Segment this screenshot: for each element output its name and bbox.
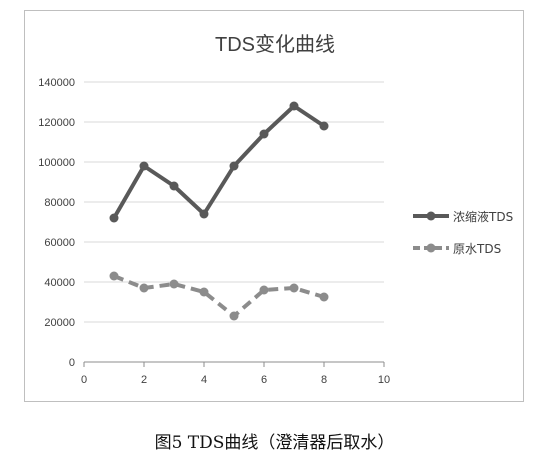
chart-frame: TDS变化曲线 0 20000 40000 60000 80000 100000 12000… [24,10,524,402]
x-tick-label: 0 [81,374,87,386]
y-tick-label: 120000 [38,117,75,129]
data-point-raw-water-tds [109,271,119,281]
x-tick-label: 6 [261,374,267,386]
data-point-concentrate-tds [229,161,239,171]
y-tick-label: 60000 [44,237,75,249]
data-point-concentrate-tds [169,181,179,191]
data-point-concentrate-tds [289,101,299,111]
y-tick-label: 20000 [44,317,75,329]
figure-caption: 图5 TDS曲线（澄清器后取水） [154,433,395,453]
line-chart: TDS变化曲线 0 20000 40000 60000 80000 100000 12000… [38,33,513,386]
y-tick-label: 40000 [44,277,75,289]
data-point-raw-water-tds [199,287,209,297]
data-point-concentrate-tds [319,121,329,131]
data-point-concentrate-tds [199,209,209,219]
data-point-concentrate-tds [139,161,149,171]
legend-marker-concentrate-tds [426,211,436,221]
data-point-raw-water-tds [229,311,239,321]
x-tick-label: 2 [141,374,147,386]
data-point-raw-water-tds [289,283,299,293]
y-tick-label: 100000 [38,157,75,169]
series-group [109,101,329,321]
data-point-raw-water-tds [169,279,179,289]
data-point-raw-water-tds [139,283,149,293]
data-point-raw-water-tds [259,285,269,295]
y-tick-label: 0 [69,357,75,369]
x-tick-label: 4 [201,374,207,386]
series-line-raw-water-tds [113,274,325,318]
legend: 浓缩液TDS 原水TDS [413,209,513,256]
legend-label-raw-water-tds: 原水TDS [453,242,501,256]
data-point-concentrate-tds [109,213,119,223]
data-point-concentrate-tds [259,129,269,139]
axes: 0 20000 40000 60000 80000 100000 120000 140000 0… [38,77,390,386]
legend-label-concentrate-tds: 浓缩液TDS [453,209,513,224]
legend-marker-raw-water-tds [426,243,436,253]
y-tick-label: 140000 [38,77,75,89]
chart-title: TDS变化曲线 [215,33,335,56]
series-line-concentrate-tds [112,104,326,219]
x-tick-label: 10 [378,374,390,386]
y-tick-label: 80000 [44,197,75,209]
gridlines [84,81,384,323]
x-tick-label: 8 [321,374,327,386]
data-point-raw-water-tds [319,292,329,302]
